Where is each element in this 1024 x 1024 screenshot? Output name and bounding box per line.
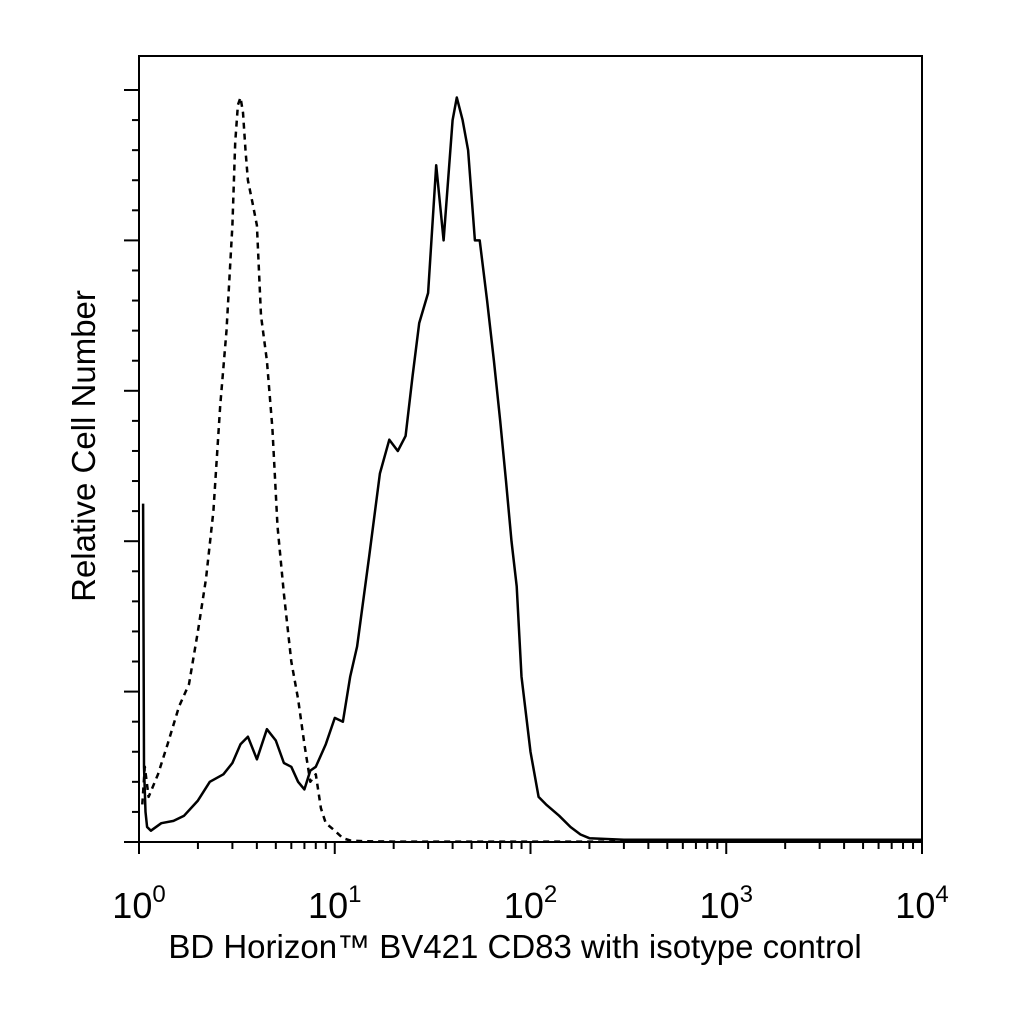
- y-axis-ticks: [124, 89, 139, 843]
- y-axis-label: Relative Cell Number: [65, 290, 102, 602]
- x-tick-label: 104: [895, 881, 948, 926]
- x-tick-label: 100: [112, 881, 165, 926]
- x-axis-label: BD Horizon™ BV421 CD83 with isotype cont…: [168, 928, 861, 965]
- series-layer: [141, 96, 922, 843]
- x-axis-tick-labels: 100 101 102 103 104: [112, 881, 948, 926]
- plot-frame: [138, 55, 923, 843]
- cd83-stained-curve: [141, 96, 922, 841]
- x-tick-label: 103: [700, 881, 753, 926]
- x-tick-label: 101: [308, 881, 361, 926]
- x-axis-ticks: [138, 842, 923, 854]
- isotype-control-curve: [141, 96, 922, 843]
- x-tick-label: 102: [504, 881, 557, 926]
